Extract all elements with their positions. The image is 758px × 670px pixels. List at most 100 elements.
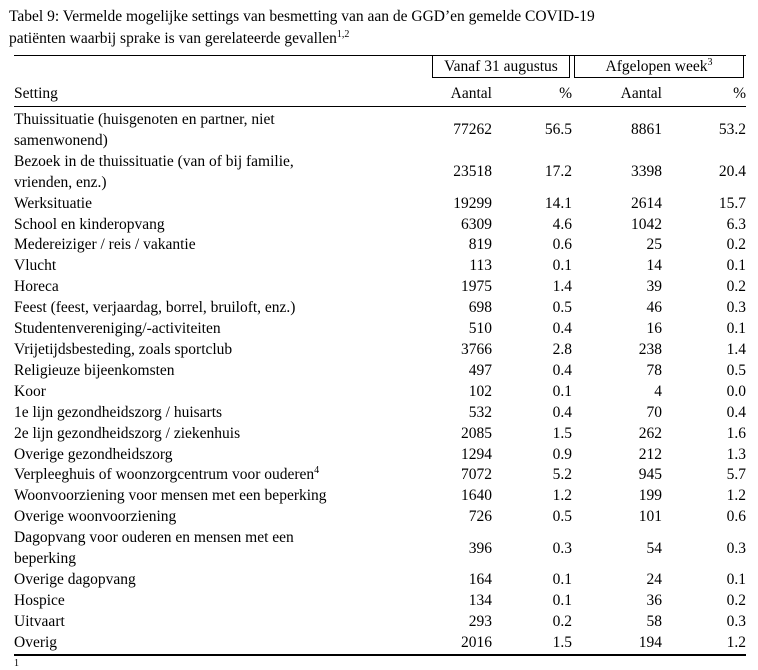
caption-line-1: Tabel 9: Vermelde mogelijke settings van…	[9, 6, 754, 28]
vanaf-pct-cell: 1.4	[552, 278, 572, 296]
group-sup-week: 3	[707, 56, 713, 68]
week-pct-cell: 0.6	[726, 508, 746, 526]
table-row: Thuissituatie (huisgenoten en partner, n…	[14, 107, 746, 152]
table-row: Overige gezondheidszorg 1294 0.9 212 1.3	[14, 445, 746, 466]
vanaf-aantal-cell: 510	[468, 320, 492, 338]
vanaf-aantal-cell: 2085	[461, 424, 492, 442]
week-pct-cell: 1.4	[726, 340, 746, 358]
vanaf-pct-cell: 0.5	[552, 299, 572, 317]
week-aantal-cell: 194	[638, 633, 662, 651]
table-row: Feest (feest, verjaardag, borrel, bruilo…	[14, 298, 746, 319]
week-aantal-cell: 3398	[631, 163, 662, 181]
setting-cell: Verpleeghuis of woonzorgcentrum voor oud…	[14, 465, 430, 486]
week-aantal-cell: 2614	[631, 194, 662, 212]
setting-text-line2: beperking	[14, 550, 76, 568]
week-aantal-cell: 78	[646, 361, 663, 379]
pct-week-column-header: %	[662, 78, 746, 107]
week-aantal-cell: 36	[646, 591, 663, 609]
setting-text: Overige dagopvang	[14, 570, 136, 588]
vanaf-aantal-cell: 698	[468, 299, 492, 317]
settings-table: Vanaf 31 augustus Afgelopen week3 Settin…	[14, 55, 746, 656]
setting-text: Overige gezondheidszorg	[14, 445, 173, 463]
setting-text: Overige woonvoorziening	[14, 508, 177, 526]
setting-cell: Woonvoorziening voor mensen met een bepe…	[14, 486, 430, 507]
table-row: Religieuze bijeenkomsten 497 0.4 78 0.5	[14, 361, 746, 382]
table-row: Werksituatie 19299 14.1 2614 15.7	[14, 194, 746, 215]
setting-text: Thuissituatie (huisgenoten en partner, n…	[14, 111, 275, 128]
week-pct-cell: 0.2	[726, 236, 746, 254]
week-aantal-cell: 101	[638, 508, 662, 526]
vanaf-pct-cell: 0.1	[552, 570, 572, 588]
week-pct-cell: 0.3	[726, 539, 746, 557]
table-caption: Tabel 9: Vermelde mogelijke settings van…	[8, 6, 754, 49]
table-row: Vrijetijdsbesteding, zoals sportclub 376…	[14, 340, 746, 361]
vanaf-aantal-cell: 134	[468, 591, 492, 609]
vanaf-pct-cell: 0.4	[552, 361, 572, 379]
week-aantal-cell: 262	[638, 424, 662, 442]
table-row: Dagopvang voor ouderen en mensen met een…	[14, 528, 746, 570]
caption-text-2: patiënten waarbij sprake is van gerelate…	[9, 29, 337, 47]
table-row: Studentenvereniging/-activiteiten 510 0.…	[14, 319, 746, 340]
week-pct-cell: 1.2	[726, 487, 746, 505]
caption-line-2: patiënten waarbij sprake is van gerelate…	[9, 28, 754, 50]
setting-text: School en kinderopvang	[14, 215, 165, 233]
table-row: Koor 102 0.1 4 0.0	[14, 382, 746, 403]
week-pct-cell: 20.4	[718, 163, 746, 181]
vanaf-pct-cell: 1.5	[552, 424, 572, 442]
vanaf-pct-cell: 2.8	[552, 340, 572, 358]
setting-cell: Studentenvereniging/-activiteiten	[14, 319, 430, 340]
setting-cell: Overige dagopvang	[14, 570, 430, 591]
setting-cell: School en kinderopvang	[14, 215, 430, 236]
week-pct-cell: 0.1	[726, 570, 746, 588]
setting-text: Medereiziger / reis / vakantie	[14, 236, 196, 254]
setting-cell: Feest (feest, verjaardag, borrel, bruilo…	[14, 298, 430, 319]
week-aantal-cell: 24	[646, 570, 663, 588]
setting-text: 2e lijn gezondheidszorg / ziekenhuis	[14, 424, 241, 442]
vanaf-aantal-cell: 1975	[461, 278, 492, 296]
vanaf-aantal-cell: 726	[468, 508, 492, 526]
setting-text: Vrijetijdsbesteding, zoals sportclub	[14, 340, 233, 358]
week-pct-cell: 0.1	[726, 257, 746, 275]
aantal-vanaf-column-header: Aantal	[430, 78, 492, 107]
week-aantal-cell: 199	[638, 487, 662, 505]
week-pct-cell: 5.7	[726, 466, 746, 484]
setting-text: Bezoek in de thuissituatie (van of bij f…	[14, 152, 294, 170]
setting-text: Religieuze bijeenkomsten	[14, 361, 175, 379]
table-row: Horeca 1975 1.4 39 0.2	[14, 277, 746, 298]
setting-cell: Dagopvang voor ouderen en mensen met een…	[14, 528, 430, 570]
setting-cell: Horeca	[14, 277, 430, 298]
vanaf-aantal-cell: 532	[468, 403, 492, 421]
table-row: Vlucht 113 0.1 14 0.1	[14, 256, 746, 277]
setting-cell: Koor	[14, 382, 430, 403]
table-row: Woonvoorziening voor mensen met een bepe…	[14, 486, 746, 507]
footnote-fragment: 1	[14, 658, 754, 670]
table-row: Verpleeghuis of woonzorgcentrum voor oud…	[14, 465, 746, 486]
vanaf-pct-cell: 0.1	[552, 382, 572, 400]
week-aantal-cell: 14	[646, 257, 663, 275]
setting-cell: Bezoek in de thuissituatie (van of bij f…	[14, 152, 430, 194]
vanaf-aantal-cell: 113	[469, 257, 492, 275]
vanaf-aantal-cell: 19299	[453, 194, 492, 212]
vanaf-aantal-cell: 164	[468, 570, 492, 588]
setting-text: Studentenvereniging/-activiteiten	[14, 320, 221, 338]
week-aantal-cell: 8861	[631, 121, 662, 139]
week-aantal-cell: 945	[638, 466, 662, 484]
setting-text: Hospice	[14, 591, 65, 609]
setting-text: Koor	[14, 382, 46, 400]
caption-text-1: Tabel 9: Vermelde mogelijke settings van…	[9, 8, 595, 25]
aantal-week-column-header: Aantal	[572, 78, 662, 107]
table-row: Overig 2016 1.5 194 1.2	[14, 633, 746, 655]
week-aantal-cell: 46	[646, 299, 663, 317]
week-aantal-cell: 25	[646, 236, 663, 254]
week-aantal-cell: 39	[646, 278, 663, 296]
table-row: Uitvaart 293 0.2 58 0.3	[14, 612, 746, 633]
week-aantal-cell: 54	[646, 539, 663, 557]
vanaf-pct-cell: 0.5	[552, 508, 572, 526]
vanaf-aantal-cell: 77262	[453, 121, 492, 139]
vanaf-pct-cell: 14.1	[544, 194, 572, 212]
setting-text: Dagopvang voor ouderen en mensen met een	[14, 529, 294, 547]
vanaf-pct-cell: 0.2	[552, 612, 572, 630]
group-label-week: Afgelopen week	[605, 58, 708, 75]
setting-text: Horeca	[14, 278, 59, 296]
